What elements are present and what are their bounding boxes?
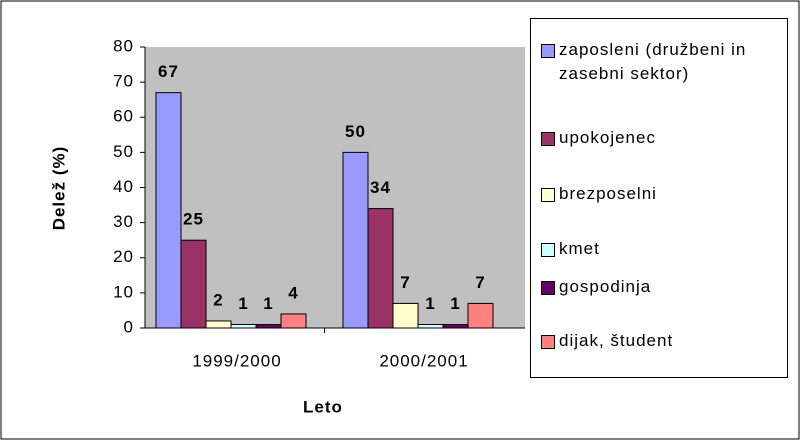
bar (230, 323, 257, 329)
legend-label: gospodinja (559, 277, 652, 296)
data-label: 1 (263, 294, 273, 313)
legend-item: dijak, študent (541, 329, 781, 353)
legend-item: kmet (541, 237, 781, 261)
legend-swatch (541, 188, 555, 202)
bar (467, 302, 494, 329)
y-tick-label: 40 (113, 177, 134, 196)
x-axis-label: Leto (303, 397, 343, 416)
data-label: 2 (213, 290, 223, 309)
y-tick-label: 70 (113, 72, 134, 91)
y-axis-label: Delež (%) (49, 146, 68, 231)
data-label: 4 (288, 283, 298, 302)
bar (155, 92, 182, 329)
legend-swatch (541, 335, 555, 349)
bar (367, 208, 394, 329)
data-label: 7 (475, 273, 485, 292)
x-tick-label: 1999/2000 (192, 351, 281, 370)
bar (392, 302, 419, 329)
legend-label: zaposleni (družbeni in zasebni sektor) (559, 40, 747, 83)
bar (442, 323, 469, 329)
y-tick-label: 10 (113, 282, 134, 301)
y-tick-label: 50 (113, 142, 134, 161)
legend-label: upokojenec (559, 128, 656, 147)
bar (255, 323, 282, 329)
legend-item: zaposleni (družbeni in zasebni sektor) (541, 38, 781, 86)
bar (205, 320, 232, 329)
legend-item: gospodinja (541, 275, 781, 299)
legend-label: kmet (559, 239, 600, 258)
data-label: 7 (400, 273, 410, 292)
bar (342, 151, 369, 329)
legend-item: brezposelni (541, 182, 781, 206)
legend-swatch (541, 132, 555, 146)
legend-item: upokojenec (541, 126, 781, 150)
bar (417, 323, 444, 329)
data-label: 50 (345, 122, 366, 141)
data-label: 25 (183, 210, 204, 229)
legend-swatch (541, 243, 555, 257)
legend-swatch (541, 281, 555, 295)
bar (180, 239, 207, 329)
y-tick-label: 20 (113, 247, 134, 266)
legend-label: brezposelni (559, 184, 657, 203)
y-tick-label: 0 (124, 317, 134, 336)
data-label: 67 (158, 62, 179, 81)
y-tick-label: 60 (113, 107, 134, 126)
bar (280, 313, 307, 329)
plot-area (145, 47, 525, 328)
y-tick-label: 80 (113, 36, 134, 55)
legend-swatch (541, 44, 555, 58)
data-label: 34 (370, 178, 391, 197)
data-label: 1 (238, 294, 248, 313)
x-tick-label: 2000/2001 (379, 351, 468, 370)
y-tick-label: 30 (113, 212, 134, 231)
data-label: 1 (450, 294, 460, 313)
data-label: 1 (425, 294, 435, 313)
legend-label: dijak, študent (559, 331, 674, 350)
legend: zaposleni (družbeni in zasebni sektor) up… (530, 18, 788, 378)
